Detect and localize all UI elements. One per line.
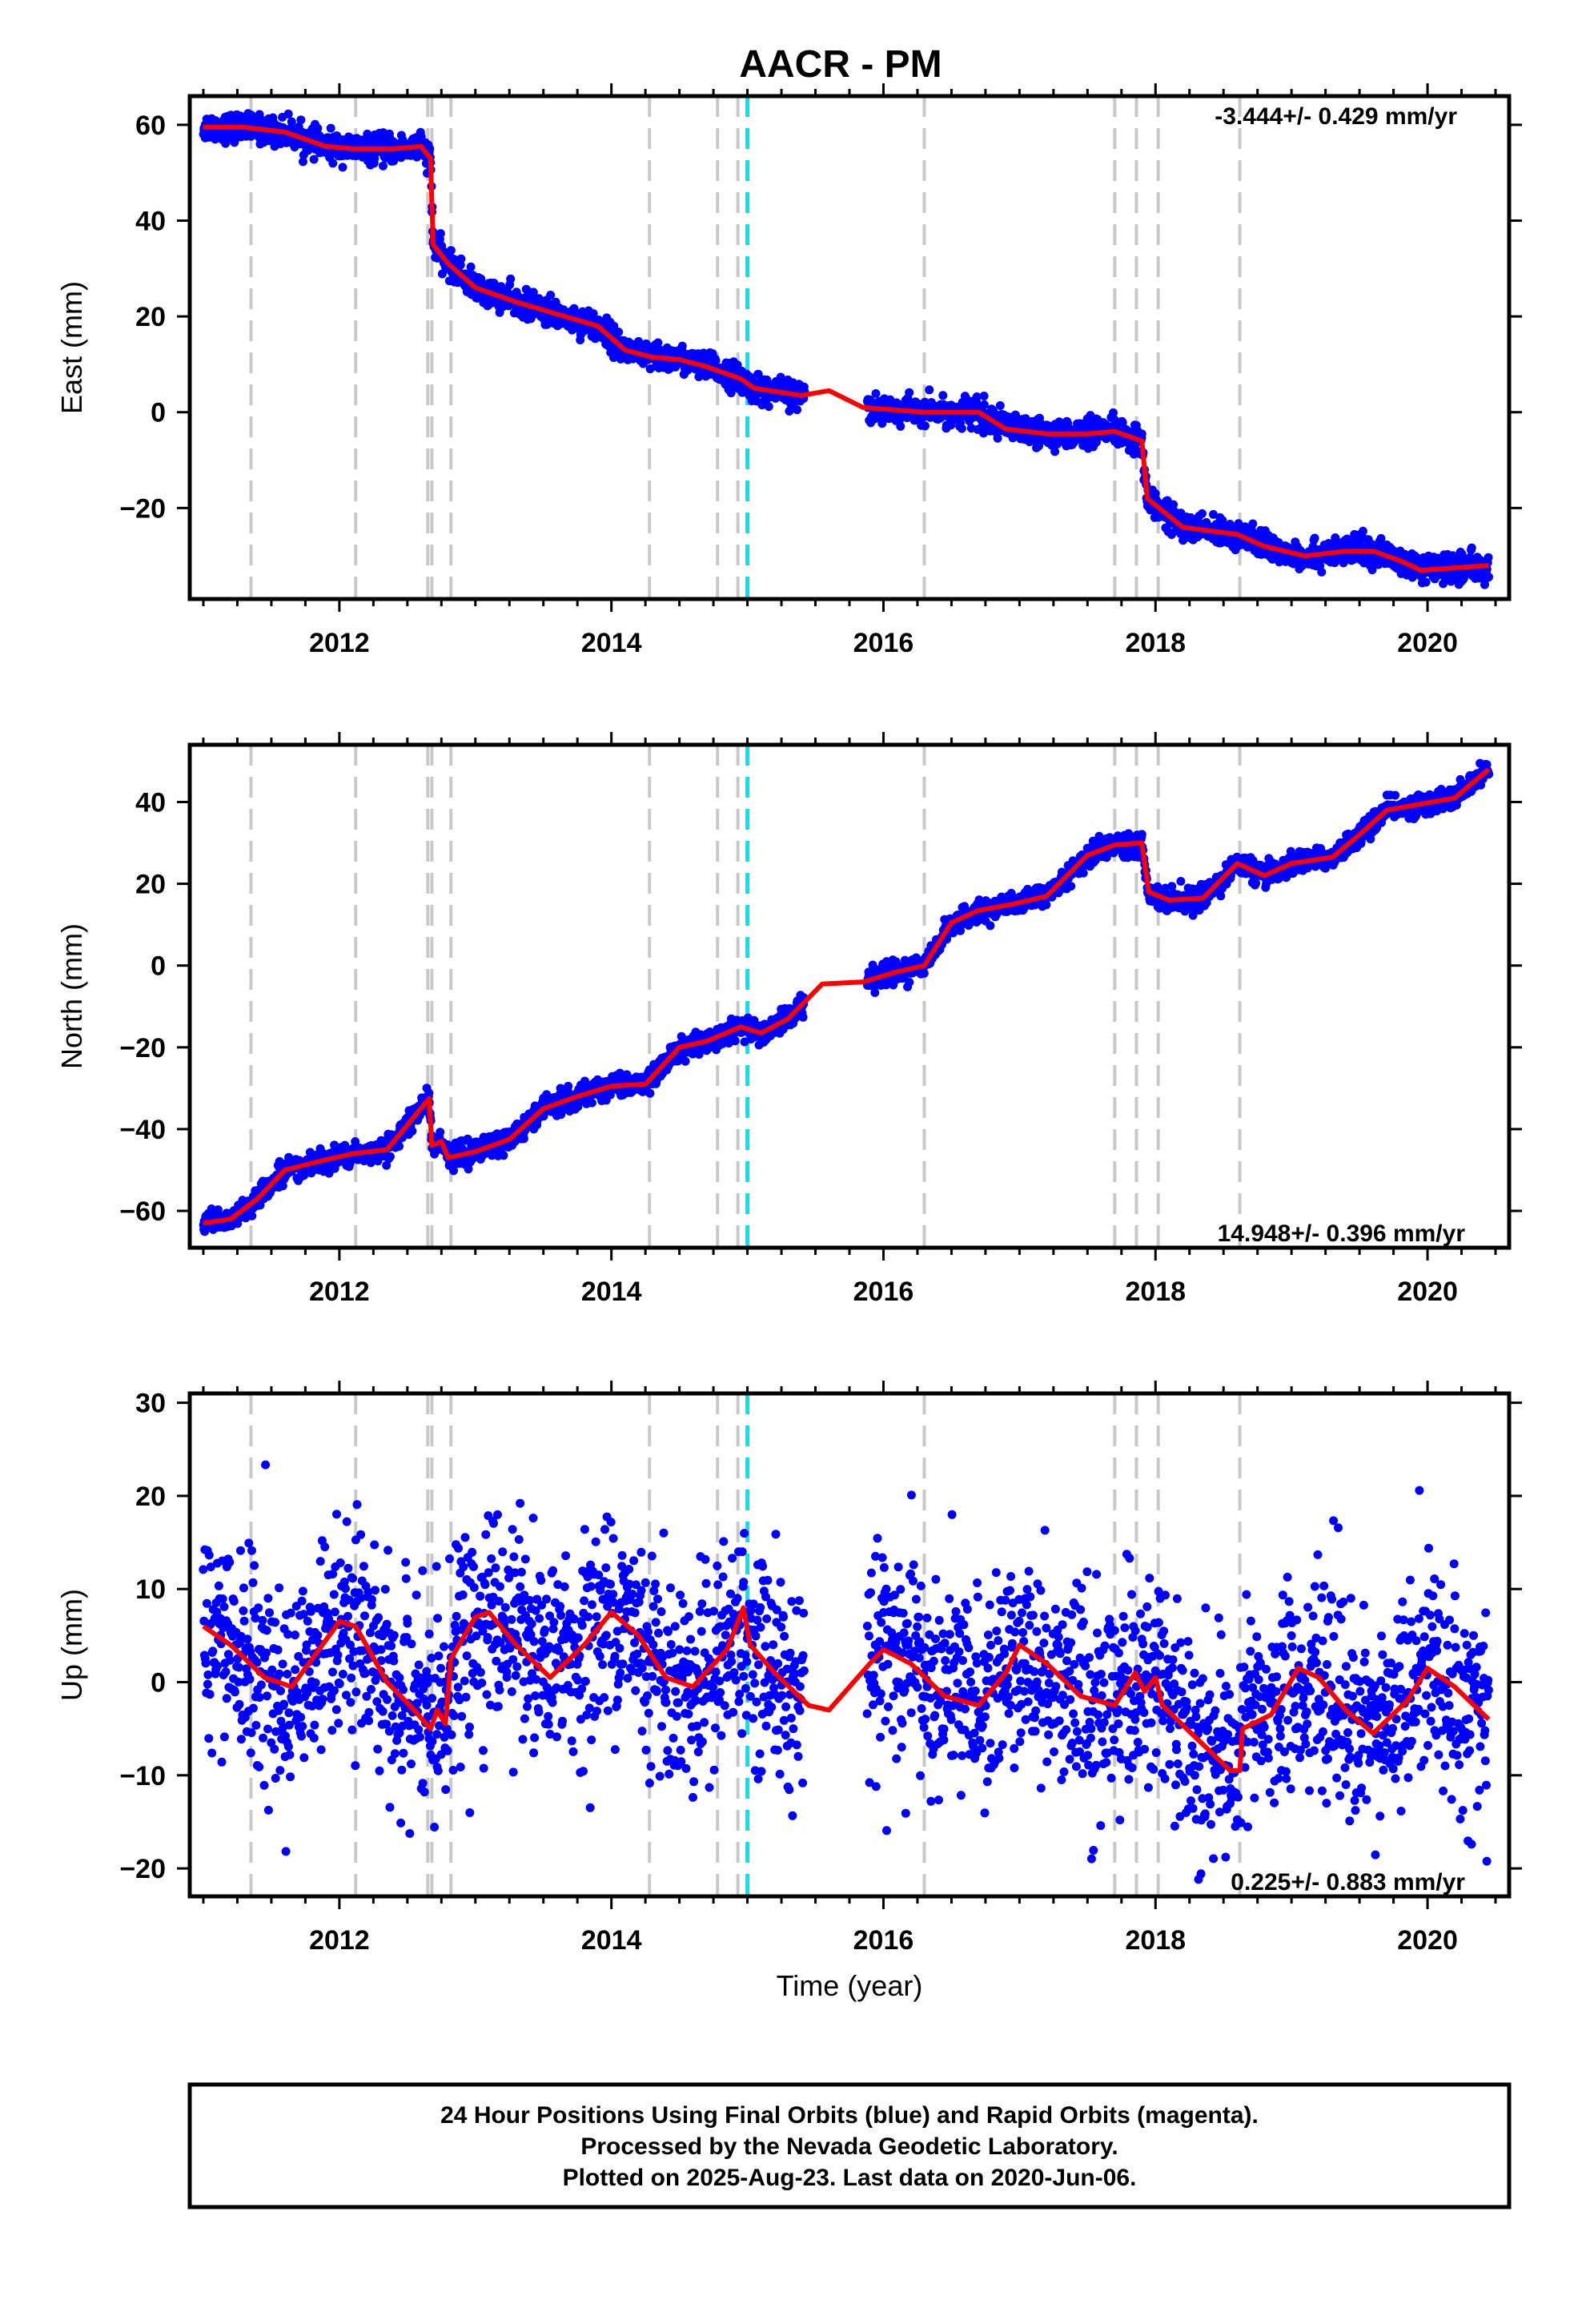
- data-point: [1078, 868, 1088, 878]
- data-point: [395, 1141, 404, 1151]
- data-point: [919, 968, 929, 978]
- data-point: [1109, 408, 1118, 417]
- data-point: [446, 246, 456, 255]
- data-point: [408, 1126, 417, 1136]
- data-point: [379, 161, 387, 171]
- y-tick-label: 20: [135, 302, 166, 332]
- data-point: [711, 356, 721, 365]
- data-point: [938, 391, 948, 400]
- data-point: [905, 978, 914, 987]
- data-point: [1484, 553, 1493, 562]
- data-point: [1358, 526, 1367, 536]
- model-curve: [203, 124, 1489, 573]
- data-point: [309, 155, 319, 164]
- data-point: [1091, 437, 1101, 447]
- data-point: [730, 1036, 740, 1046]
- data-point: [1421, 577, 1431, 587]
- data-point: [785, 406, 794, 416]
- data-point: [1169, 500, 1178, 509]
- data-point: [1317, 567, 1327, 577]
- data-point: [299, 157, 307, 167]
- x-tick-label: 2016: [853, 628, 914, 658]
- data-point: [476, 274, 486, 283]
- data-point: [995, 401, 1005, 410]
- y-tick-label: 60: [135, 111, 166, 141]
- east-panel: 2012 2014 2016 2018 2020 −20 0 20 40 60 East (mm)…: [55, 83, 1522, 658]
- data-point: [1137, 429, 1146, 439]
- data-point: [528, 287, 538, 297]
- data-point: [609, 321, 619, 331]
- data-point: [925, 385, 934, 395]
- data-point: [972, 392, 982, 401]
- data-point: [519, 1134, 528, 1144]
- data-point: [979, 400, 989, 409]
- chart-title: AACR - PM: [739, 43, 942, 86]
- data-point: [499, 1151, 508, 1160]
- data-point: [1198, 509, 1207, 518]
- data-point: [1310, 533, 1319, 543]
- data-point: [905, 388, 914, 397]
- y-tick-label: 0: [151, 398, 166, 428]
- data-point: [645, 1088, 655, 1098]
- data-point: [986, 921, 995, 931]
- data-point: [313, 123, 323, 133]
- east-rate-label: -3.444+/- 0.429 mm/yr: [1215, 103, 1457, 130]
- data-point: [870, 988, 880, 997]
- east-panel-content: 2012 2014 2016 2018 2020 −20 0 20 40 60: [119, 83, 1522, 658]
- data-point: [466, 262, 476, 271]
- data-point: [296, 115, 306, 125]
- data-point: [957, 424, 966, 433]
- data-point: [677, 341, 687, 351]
- data-point: [990, 408, 999, 418]
- data-point: [979, 392, 989, 400]
- data-point: [506, 274, 516, 283]
- data-point: [546, 291, 556, 300]
- data-point: [587, 1098, 596, 1108]
- data-point: [287, 117, 296, 127]
- x-tick-label: 2014: [581, 628, 642, 658]
- data-point: [328, 159, 338, 168]
- data-point: [1050, 447, 1060, 456]
- data-point: [681, 1056, 690, 1066]
- data-point: [1467, 543, 1476, 553]
- data-point: [436, 229, 445, 239]
- data-point: [1209, 509, 1218, 519]
- data-point: [609, 353, 618, 362]
- data-point: [1484, 573, 1493, 581]
- data-points: [199, 109, 1493, 589]
- data-point: [798, 1012, 808, 1022]
- x-tick-label: 2018: [1125, 628, 1186, 658]
- data-point: [793, 405, 802, 415]
- data-point: [283, 109, 293, 119]
- data-point: [753, 369, 763, 379]
- data-point: [456, 254, 466, 263]
- data-point: [247, 1211, 257, 1220]
- x-tick-label: 2020: [1397, 628, 1458, 658]
- data-point: [614, 328, 624, 337]
- data-point: [1066, 882, 1076, 891]
- data-point: [1248, 519, 1258, 529]
- data-point: [993, 433, 1002, 443]
- data-point: [437, 269, 447, 279]
- data-point: [1010, 410, 1020, 420]
- data-point: [653, 338, 663, 348]
- plot-frame: [187, 94, 1512, 601]
- data-point: [436, 1128, 445, 1137]
- data-point: [338, 163, 347, 172]
- data-point: [921, 421, 930, 431]
- data-point: [326, 123, 335, 133]
- y-tick-label: 40: [135, 207, 166, 237]
- data-point: [871, 389, 881, 398]
- data-point: [1118, 418, 1127, 428]
- data-point: [896, 421, 905, 431]
- x-tick-label: 2012: [309, 628, 370, 658]
- east-y-axis-label: East (mm): [55, 281, 88, 414]
- data-point: [588, 309, 598, 319]
- data-point: [385, 1152, 395, 1161]
- data-points: [199, 758, 1494, 1236]
- y-tick-label: −20: [119, 493, 166, 524]
- data-point: [764, 402, 773, 412]
